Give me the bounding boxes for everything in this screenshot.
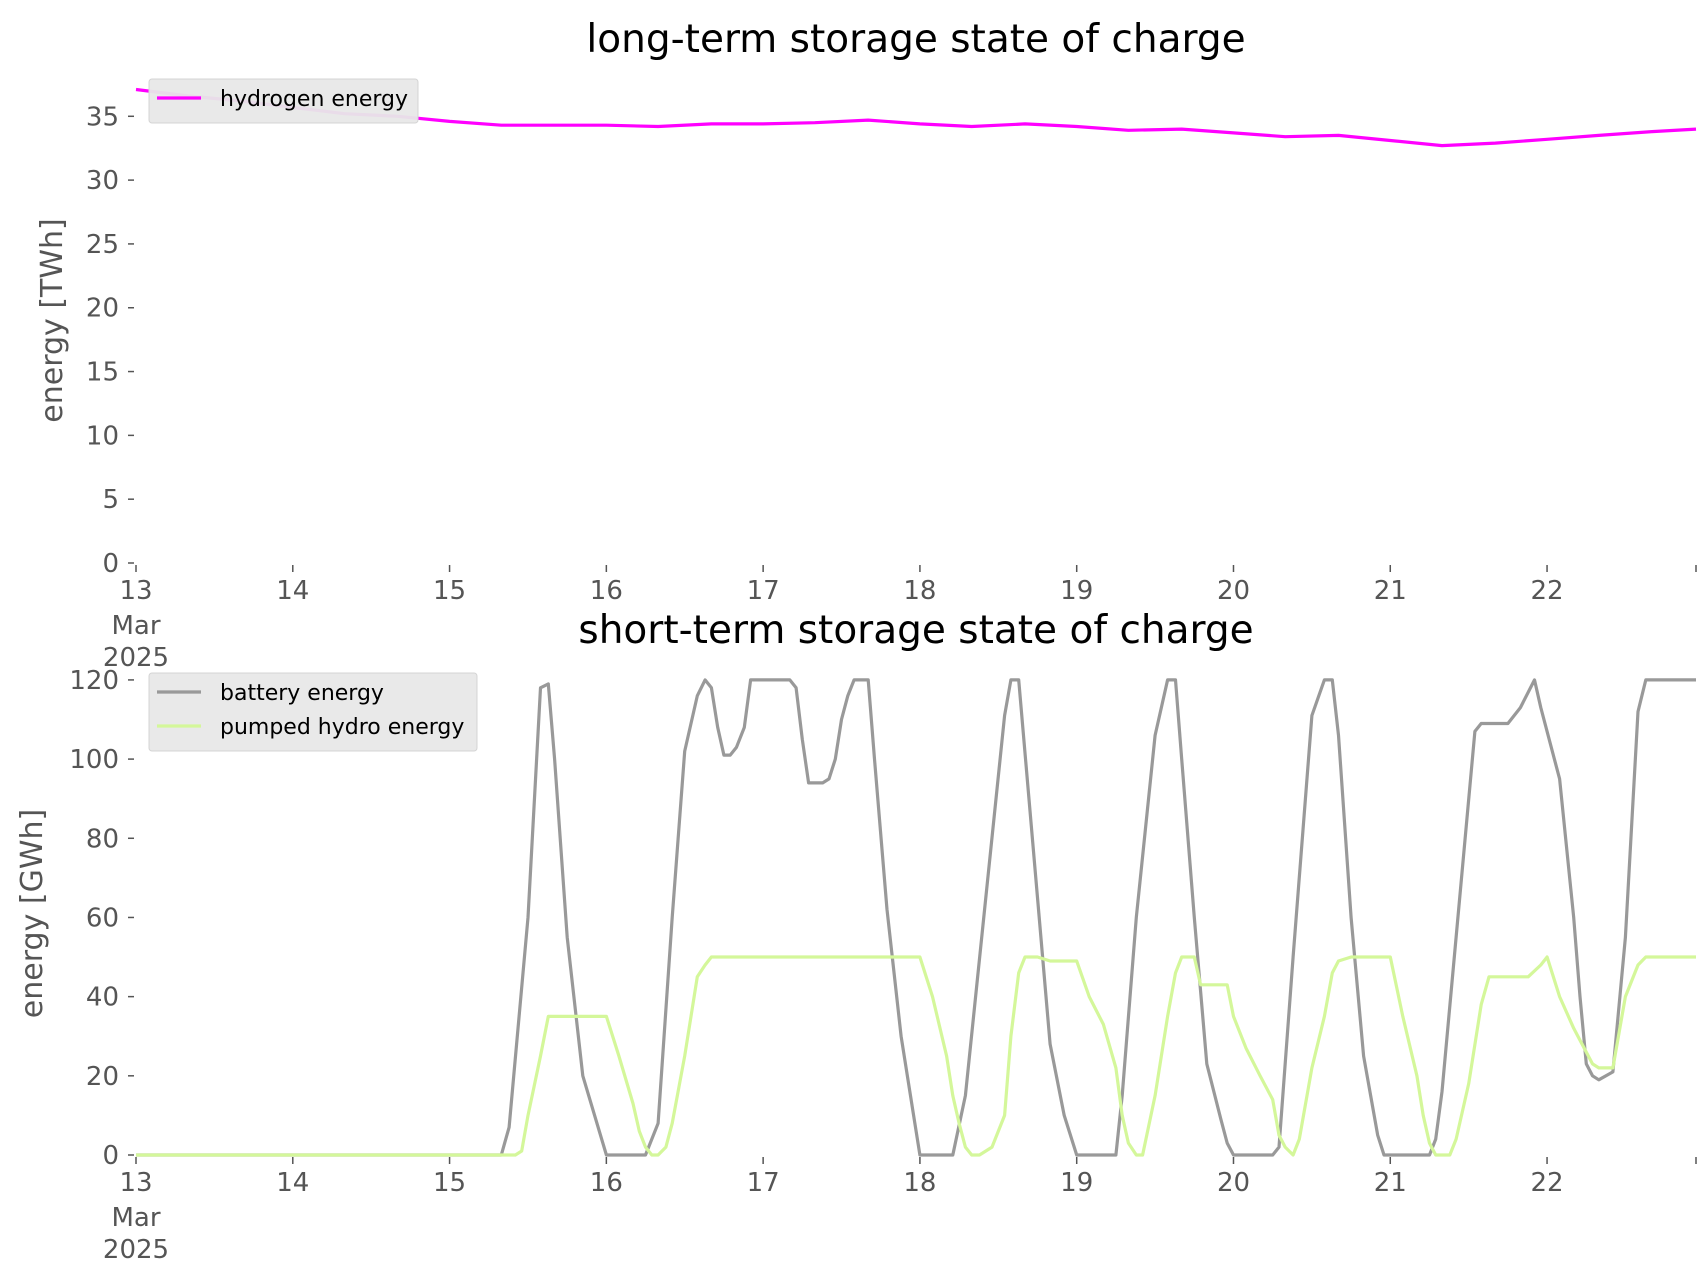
x-tick-label: 18 [903, 576, 936, 606]
y-tick-label: 100 [69, 745, 119, 775]
chart-title: long-term storage state of charge [586, 17, 1245, 62]
x-tick-label: 19 [1060, 576, 1093, 606]
y-tick-label: 25 [86, 230, 119, 260]
legend-label: pumped hydro energy [220, 715, 464, 740]
x-tick-label: 15 [433, 1168, 466, 1198]
y-axis-label: energy [GWh] [15, 809, 50, 1018]
legend-label: battery energy [220, 681, 384, 706]
x-tick-sublabel: 2025 [103, 1235, 169, 1265]
y-tick-label: 40 [86, 983, 119, 1013]
x-tick-label: 13 [119, 1168, 152, 1198]
long-term-storage-panel: long-term storage state of charge energy … [35, 17, 1697, 673]
x-tick-label: 16 [590, 1168, 623, 1198]
y-tick-label: 20 [86, 1062, 119, 1092]
x-tick-label: 14 [276, 576, 309, 606]
x-tick-label: 20 [1217, 576, 1250, 606]
x-tick-label: 17 [747, 576, 780, 606]
short-term-storage-panel: short-term storage state of charge energy… [15, 608, 1697, 1265]
legend: battery energy pumped hydro energy [148, 672, 478, 752]
x-tick-label: 21 [1374, 1168, 1407, 1198]
y-tick-label: 15 [86, 358, 119, 388]
y-tick-label: 0 [102, 1141, 119, 1171]
y-tick-label: 80 [86, 824, 119, 854]
y-tick-label: 10 [86, 421, 119, 451]
legend-box [148, 78, 419, 124]
x-tick-label: 16 [590, 576, 623, 606]
x-tick-label: 22 [1531, 576, 1564, 606]
x-tick-sublabel: Mar [111, 1203, 160, 1233]
legend: hydrogen energy [148, 78, 419, 124]
x-tick-label: 21 [1374, 576, 1407, 606]
y-axis-label: energy [TWh] [35, 218, 70, 422]
x-tick-label: 13 [119, 576, 152, 606]
x-tick-sublabel: Mar [111, 611, 160, 641]
y-tick-label: 30 [86, 166, 119, 196]
legend-label: hydrogen energy [220, 87, 408, 112]
y-tick-label: 20 [86, 294, 119, 324]
x-tick-sublabel: 2025 [103, 643, 169, 673]
y-tick-label: 35 [86, 102, 119, 132]
y-tick-label: 5 [102, 485, 119, 515]
legend-box [148, 672, 478, 752]
y-tick-label: 60 [86, 903, 119, 933]
x-tick-label: 19 [1060, 1168, 1093, 1198]
y-tick-label: 0 [102, 549, 119, 579]
chart-title: short-term storage state of charge [578, 608, 1253, 653]
series-line-battery-energy [136, 678, 1696, 1157]
x-tick-label: 17 [747, 1168, 780, 1198]
y-tick-label: 120 [69, 666, 119, 696]
x-tick-label: 20 [1217, 1168, 1250, 1198]
series-line-pumped-hydro-energy [136, 955, 1696, 1157]
x-tick-label: 14 [276, 1168, 309, 1198]
x-tick-label: 15 [433, 576, 466, 606]
x-tick-label: 18 [903, 1168, 936, 1198]
x-tick-label: 22 [1531, 1168, 1564, 1198]
